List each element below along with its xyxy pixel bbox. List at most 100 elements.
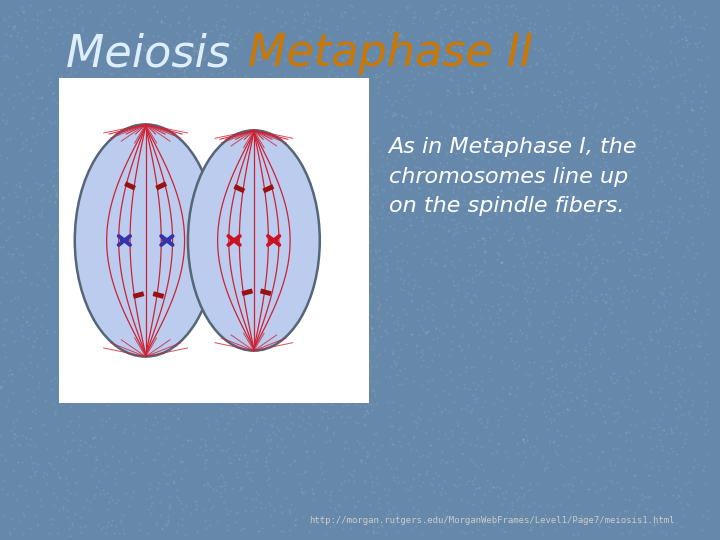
Point <box>429 303 441 312</box>
Point <box>356 37 367 45</box>
Point <box>681 115 693 124</box>
Point <box>578 400 590 409</box>
Point <box>436 487 447 496</box>
Point <box>657 177 668 186</box>
Point <box>206 95 217 104</box>
Point <box>667 12 679 21</box>
Point <box>560 93 572 102</box>
Point <box>0 402 12 411</box>
Point <box>297 76 308 84</box>
Point <box>354 236 366 245</box>
Point <box>407 284 418 292</box>
Point <box>472 381 484 389</box>
Point <box>199 440 211 449</box>
Point <box>372 516 384 525</box>
Point <box>275 357 287 366</box>
Point <box>472 319 483 328</box>
Point <box>222 261 234 269</box>
Point <box>338 264 349 272</box>
Point <box>699 329 711 338</box>
Point <box>249 83 261 92</box>
Point <box>151 484 163 492</box>
Point <box>462 407 474 415</box>
Point <box>27 113 38 122</box>
Point <box>356 389 368 398</box>
Point <box>91 119 102 128</box>
Point <box>414 482 426 490</box>
Point <box>163 140 174 149</box>
Point <box>442 390 454 399</box>
Point <box>330 507 341 515</box>
Point <box>128 296 140 305</box>
Point <box>588 104 600 112</box>
Point <box>284 195 296 204</box>
Point <box>338 334 349 343</box>
Point <box>664 217 675 225</box>
Point <box>580 39 591 48</box>
Point <box>479 235 490 244</box>
Point <box>163 266 175 274</box>
Point <box>204 318 216 326</box>
Point <box>674 379 685 388</box>
Point <box>356 121 367 130</box>
Point <box>130 45 141 54</box>
Point <box>549 321 561 329</box>
Point <box>672 462 683 470</box>
Point <box>693 341 705 350</box>
Point <box>269 360 281 369</box>
Point <box>521 314 533 322</box>
Point <box>36 37 48 45</box>
Point <box>401 4 413 12</box>
Point <box>479 239 490 248</box>
Point <box>74 436 86 444</box>
Point <box>652 158 664 166</box>
Point <box>664 282 675 291</box>
Point <box>492 440 504 448</box>
Point <box>603 523 615 531</box>
Point <box>282 381 293 390</box>
Point <box>495 258 507 267</box>
Point <box>212 211 224 219</box>
Point <box>685 97 697 106</box>
Point <box>385 362 397 371</box>
Point <box>49 407 60 415</box>
Point <box>480 117 492 126</box>
Point <box>26 463 37 472</box>
Point <box>382 309 393 318</box>
Point <box>192 526 203 535</box>
Point <box>579 125 590 133</box>
Point <box>99 469 111 477</box>
Point <box>495 186 507 195</box>
Point <box>508 229 519 238</box>
Point <box>494 241 505 250</box>
Point <box>107 330 119 339</box>
Point <box>423 68 434 76</box>
Point <box>528 499 540 508</box>
Point <box>387 472 398 481</box>
Point <box>333 502 345 510</box>
Point <box>338 477 350 485</box>
Point <box>65 308 76 316</box>
Point <box>0 456 10 464</box>
Point <box>320 24 332 33</box>
Point <box>571 518 582 526</box>
Point <box>144 83 156 92</box>
Point <box>482 306 494 315</box>
Point <box>265 174 276 183</box>
Point <box>587 269 598 278</box>
Point <box>94 213 105 222</box>
Point <box>634 76 645 85</box>
Point <box>684 22 696 30</box>
Point <box>100 199 112 208</box>
Point <box>616 397 628 406</box>
Point <box>605 134 616 143</box>
Point <box>633 1 644 9</box>
Point <box>16 268 27 276</box>
Point <box>197 325 208 334</box>
Point <box>416 300 428 309</box>
Point <box>479 332 490 340</box>
Point <box>377 152 388 160</box>
Point <box>577 136 588 145</box>
Point <box>491 394 503 403</box>
Point <box>456 435 468 443</box>
